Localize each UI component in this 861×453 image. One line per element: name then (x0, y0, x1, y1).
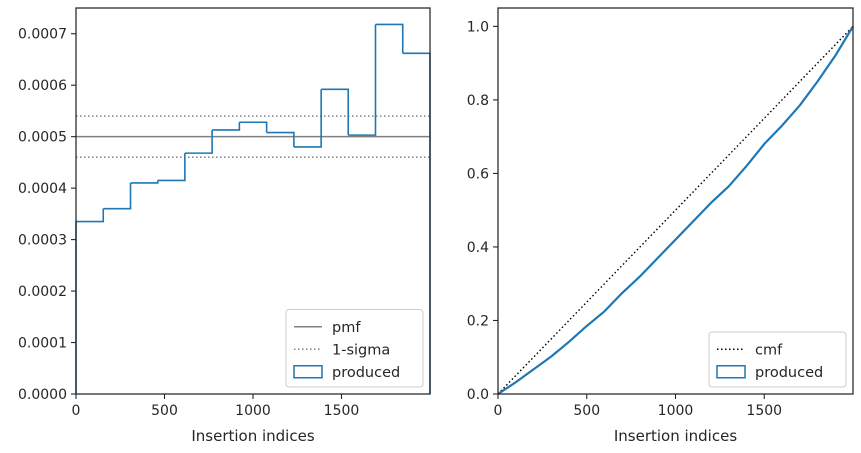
produced-bin (75, 208, 105, 394)
cumulative-y-tick-label: 0.4 (467, 240, 489, 256)
produced-bin (239, 121, 268, 133)
cumulative-x-tick-label: 0 (494, 403, 503, 419)
cumulative-x-tick-label: 1500 (746, 403, 782, 419)
cumulative-y-tick-label: 0.8 (467, 93, 489, 109)
produced-cumulative-line (497, 25, 854, 395)
cumulative-y-tick-label: 0.6 (467, 166, 489, 182)
histogram-x-axis-label: Insertion indices (191, 427, 314, 445)
histogram-y-tick-label: 0.0003 (18, 233, 67, 249)
produced-bin (212, 122, 241, 131)
histogram-x-tick-label: 0 (72, 403, 81, 419)
histogram-y-tick-label: 0.0007 (18, 27, 67, 43)
histogram-panel: 0 500 1000 1500 0.0000 0.0001 0.0002 0.0003 0.00… (18, 7, 431, 445)
cumulative-legend-label: produced (755, 365, 823, 381)
histogram-x-tick-label: 1000 (235, 403, 271, 419)
produced-bin (293, 89, 322, 148)
produced-bin (130, 180, 159, 184)
histogram-y-tick-label: 0.0006 (18, 78, 67, 94)
cumulative-legend-swatch (716, 365, 746, 379)
cumulative-legend: cmf produced (708, 331, 847, 388)
cumulative-x-tick-label: 500 (573, 403, 600, 419)
cumulative-y-tick-label: 0.2 (467, 313, 489, 329)
produced-bin (184, 129, 213, 154)
produced-bin (103, 182, 132, 210)
histogram-legend-label: 1-sigma (332, 342, 390, 358)
histogram-y-tick-label: 0.0004 (18, 181, 67, 197)
produced-bin (157, 153, 186, 182)
histogram-legend-swatch (293, 365, 323, 379)
cumulative-x-tick-label: 1000 (658, 403, 694, 419)
histogram-legend-label: produced (332, 365, 400, 381)
produced-bin (375, 23, 404, 54)
histogram-x-tick-label: 500 (151, 403, 178, 419)
cmf-line (497, 25, 854, 395)
cumulative-legend-box (708, 331, 847, 388)
produced-bin (321, 88, 350, 136)
cumulative-y-tick-label: 0.0 (467, 387, 489, 403)
histogram-y-tick-label: 0.0002 (18, 284, 67, 300)
cumulative-y-tick-label: 1.0 (467, 19, 489, 35)
cumulative-panel: 0 500 1000 1500 0.0 0.2 0.4 0.6 0.8 1.0 Insertion… (467, 7, 854, 445)
histogram-legend: pmf 1-sigma produced (285, 309, 424, 388)
cumulative-x-axis-label: Insertion indices (614, 427, 737, 445)
histogram-y-tick-label: 0.0001 (18, 336, 67, 352)
histogram-y-tick-label: 0.0005 (18, 130, 67, 146)
produced-bin (348, 24, 377, 136)
histogram-x-tick-label: 1500 (324, 403, 360, 419)
histogram-legend-label: pmf (332, 320, 361, 336)
histogram-y-tick-label: 0.0000 (18, 387, 67, 403)
produced-bin (266, 131, 295, 147)
cumulative-legend-label: cmf (755, 342, 783, 358)
histogram-legend-box (285, 309, 424, 388)
